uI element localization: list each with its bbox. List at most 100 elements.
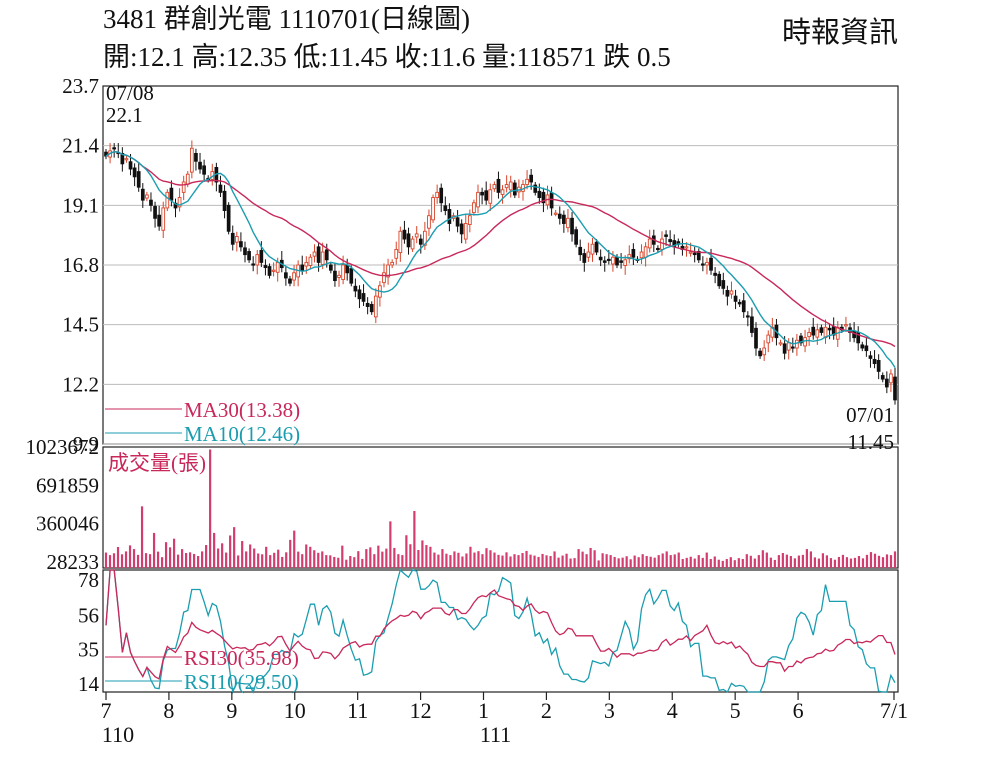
volume-bar: [709, 559, 712, 568]
candle-body: [508, 181, 513, 191]
rsi-tick-label: 35: [78, 638, 99, 662]
volume-bar: [337, 557, 340, 568]
candle-body: [267, 266, 272, 276]
candle-body: [623, 259, 628, 266]
volume-bar: [221, 543, 224, 568]
volume-bar: [313, 550, 316, 568]
candle-body: [811, 326, 816, 336]
candle-body: [275, 261, 280, 273]
candle-body: [288, 278, 292, 284]
volume-bar: [661, 553, 664, 568]
volume-bar: [217, 548, 220, 568]
volume-bar: [289, 539, 292, 568]
candle-body: [263, 265, 268, 269]
volume-bar: [389, 521, 392, 568]
candle-body: [615, 256, 619, 266]
volume-bar: [825, 555, 829, 568]
candle-body: [406, 233, 411, 248]
candle-body: [639, 251, 644, 259]
candle-body: [709, 257, 713, 271]
volume-bar: [321, 551, 324, 568]
volume-bar: [513, 554, 516, 568]
volume-bar: [445, 553, 448, 568]
candle-body: [500, 189, 505, 195]
volume-bar: [849, 558, 853, 568]
volume-bar: [777, 555, 780, 568]
candle-body: [684, 246, 689, 249]
volume-bar: [176, 554, 180, 568]
candle-body: [472, 202, 476, 214]
volume-bar: [377, 545, 380, 568]
candle-body: [226, 204, 231, 232]
volume-bar: [773, 559, 776, 568]
volume-bar: [853, 557, 857, 568]
x-tick-label: 3: [604, 698, 615, 723]
volume-bar: [813, 557, 816, 568]
candle-body: [136, 171, 141, 188]
volume-bar: [413, 510, 416, 568]
volume-bar: [525, 550, 528, 568]
volume-frame: [102, 446, 899, 569]
volume-bar: [861, 558, 865, 568]
candle-body: [202, 165, 206, 175]
volume-bar: [417, 550, 420, 568]
candle-body: [562, 214, 566, 224]
volume-bar: [637, 557, 640, 568]
price-tick-label: 16.8: [62, 253, 99, 277]
candle-body: [664, 234, 668, 237]
volume-bar: [461, 556, 464, 568]
candle-body: [120, 152, 125, 165]
candle-body: [815, 329, 820, 338]
volume-bar: [136, 554, 140, 568]
candle-body: [341, 264, 345, 280]
rsi10-line: [105, 568, 896, 695]
price-tick-label: 14.5: [62, 313, 99, 337]
candle-body: [807, 331, 812, 338]
volume-bar: [557, 557, 560, 568]
candle-body: [181, 181, 186, 193]
volume-bar: [317, 552, 320, 568]
candle-body: [247, 251, 251, 261]
candle-body: [533, 184, 538, 193]
chart-title: 3481 群創光電 1110701(日線圖): [103, 4, 470, 34]
volume-bar: [265, 546, 268, 568]
volume-bar: [409, 544, 412, 568]
volume-bar: [489, 550, 492, 568]
volume-bar: [405, 535, 408, 568]
volume-bar: [453, 551, 456, 568]
volume-bar: [549, 556, 552, 568]
volume-bar: [893, 551, 897, 568]
candle-body: [876, 360, 881, 372]
candle-body: [128, 161, 133, 170]
candle-body: [549, 192, 554, 209]
volume-bar: [793, 558, 796, 568]
volume-bar: [885, 554, 889, 568]
candle-body: [435, 191, 439, 199]
volume-bar: [765, 552, 768, 568]
volume-bar: [465, 553, 468, 568]
volume-bar: [757, 555, 760, 568]
candle-body: [414, 233, 419, 238]
volume-bar: [281, 556, 284, 568]
candle-body: [799, 335, 803, 344]
candle-body: [185, 173, 190, 185]
candle-body: [418, 238, 423, 245]
candle-body: [872, 358, 877, 365]
high-date-label: 07/08: [106, 81, 154, 105]
volume-bar: [241, 541, 244, 568]
volume-bar: [160, 557, 164, 568]
volume-bar: [753, 558, 756, 568]
volume-bar: [865, 554, 869, 568]
volume-bar: [801, 554, 804, 568]
candle-body: [737, 301, 742, 305]
volume-bar: [729, 557, 732, 568]
candle-body: [361, 293, 366, 302]
volume-bar: [209, 449, 212, 568]
volume-tick-label: 28233: [47, 550, 100, 574]
price-tick-label: 9.9: [73, 432, 99, 456]
volume-bar: [689, 556, 692, 568]
volume-bar: [172, 538, 176, 568]
price-tick-label: 19.1: [62, 193, 99, 217]
candle-body: [512, 182, 517, 196]
